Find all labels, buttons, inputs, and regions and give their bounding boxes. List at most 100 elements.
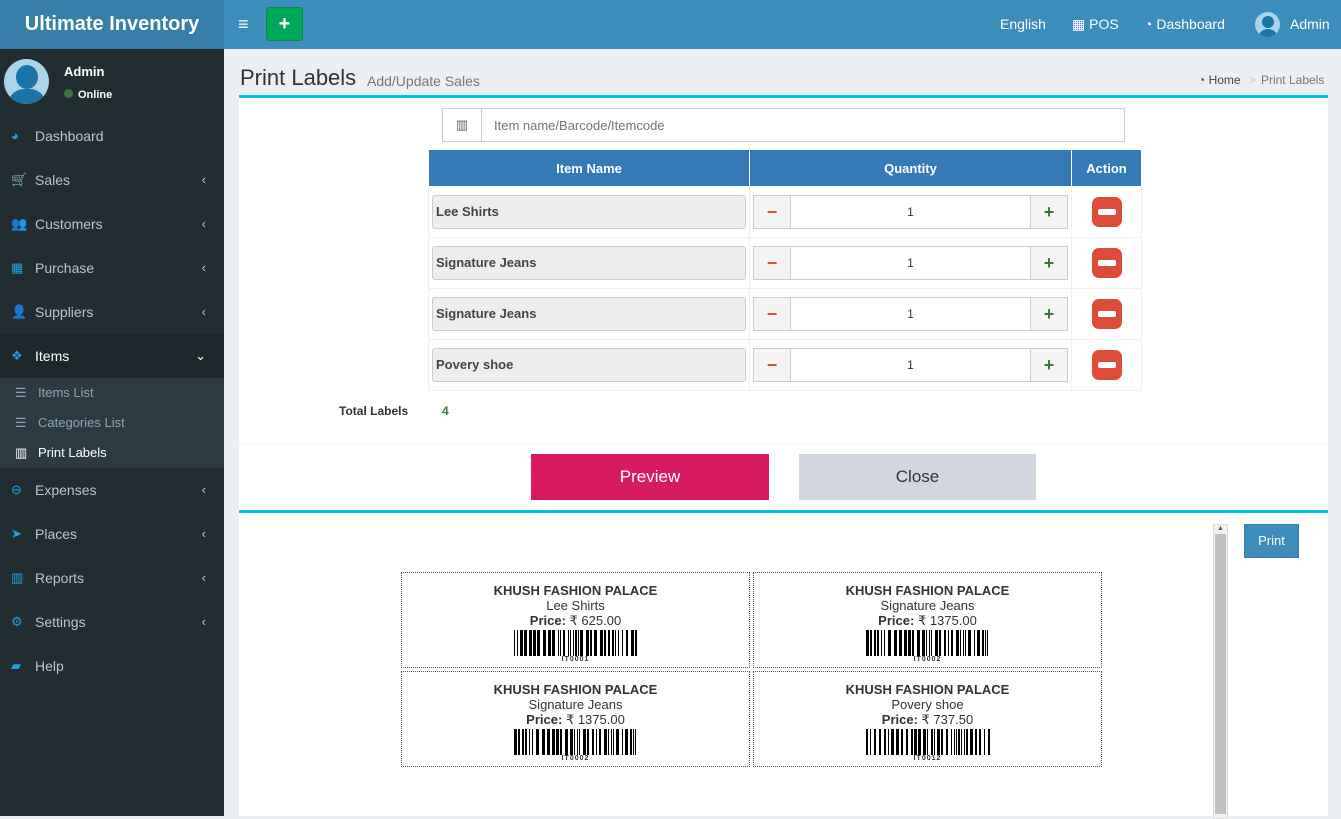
- barcode-bar: [625, 630, 628, 656]
- barcode-bar: [634, 630, 637, 656]
- remove-button[interactable]: [1091, 248, 1122, 278]
- sidebar-item-purchase[interactable]: ▦ Purchase ‹: [0, 246, 224, 290]
- col-action: Action: [1071, 149, 1142, 187]
- barcode-bar: [614, 630, 616, 656]
- barcode-bar: [574, 630, 577, 656]
- remove-button[interactable]: [1091, 350, 1122, 380]
- submenu-items-list[interactable]: ☰ Items List: [0, 378, 224, 408]
- print-button[interactable]: Print: [1244, 524, 1299, 558]
- user-menu[interactable]: Admin: [1290, 16, 1330, 32]
- barcode-bar: [921, 630, 925, 656]
- app-logo[interactable]: Ultimate Inventory: [0, 0, 224, 49]
- barcode-bar: [569, 729, 573, 755]
- barcode-bar: [981, 630, 984, 656]
- barcode-bar: [957, 729, 960, 755]
- barcode-bar: [573, 729, 575, 755]
- barcode-bar: [547, 630, 551, 656]
- quantity-input[interactable]: 1: [790, 349, 1031, 381]
- submenu-print-labels[interactable]: ▥ Print Labels: [0, 438, 224, 468]
- barcode-image: [513, 630, 637, 656]
- sidebar-item-suppliers[interactable]: 👤 Suppliers ‹: [0, 290, 224, 334]
- increase-button[interactable]: +: [1031, 298, 1067, 330]
- sidebar-item-settings[interactable]: ⚙ Settings ‹: [0, 600, 224, 644]
- menu-toggle-icon[interactable]: ≡: [238, 14, 249, 34]
- barcode-bar: [865, 729, 868, 755]
- items-table: Item Name Quantity Action Lee Shirts −1 +…: [428, 149, 1142, 391]
- table-row: Povery shoe −1 +: [428, 339, 1142, 391]
- preview-button[interactable]: Preview: [531, 454, 769, 500]
- pos-link[interactable]: ▦ POS: [1072, 16, 1119, 32]
- label-price: Price: ₹ 737.50: [881, 712, 974, 727]
- search-group: ▥: [442, 108, 1125, 142]
- decrease-button[interactable]: −: [754, 298, 790, 330]
- dashboard-icon: ◔: [1144, 16, 1157, 32]
- sidebar-item-label: Dashboard: [35, 128, 104, 144]
- barcode-bar: [930, 729, 933, 755]
- barcode-bar: [869, 630, 872, 656]
- barcode-bar: [559, 630, 561, 656]
- decrease-button[interactable]: −: [754, 196, 790, 228]
- barcode-bar: [910, 729, 913, 755]
- submenu-categories-list[interactable]: ☰ Categories List: [0, 408, 224, 438]
- barcode-bar: [615, 729, 619, 755]
- preview-box: ▲ Print KHUSH FASHION PALACE Lee Shirts …: [239, 510, 1328, 819]
- barcode-bar: [883, 630, 885, 656]
- increase-button[interactable]: +: [1031, 196, 1067, 228]
- item-name: Signature Jeans: [432, 246, 746, 280]
- page-title: Print Labels: [240, 65, 357, 90]
- barcode-code: IT0001: [561, 656, 590, 663]
- barcode-bar: [532, 630, 536, 656]
- quantity-input[interactable]: 1: [790, 196, 1031, 228]
- add-button[interactable]: +: [266, 7, 303, 41]
- label-item-name: Povery shoe: [891, 697, 964, 712]
- sidebar-item-label: Expenses: [35, 482, 97, 498]
- barcode-bar: [634, 729, 636, 755]
- decrease-button[interactable]: −: [754, 349, 790, 381]
- barcode-bar: [873, 630, 876, 656]
- sidebar-item-label: Customers: [35, 216, 103, 232]
- sidebar-item-reports[interactable]: ▥ Reports ‹: [0, 556, 224, 600]
- barcode-bar: [959, 630, 961, 656]
- barcode-bar: [528, 729, 530, 755]
- sidebar-item-items[interactable]: ❖ Items ⌄: [0, 334, 224, 378]
- user-avatar[interactable]: [1255, 12, 1280, 37]
- sidebar-item-expenses[interactable]: ⊖ Expenses ‹: [0, 468, 224, 512]
- barcode-bar: [513, 729, 517, 755]
- remove-button[interactable]: [1091, 197, 1122, 227]
- sidebar-item-label: Places: [35, 526, 78, 542]
- close-button[interactable]: Close: [799, 454, 1036, 500]
- preview-scrollbar[interactable]: ▲: [1213, 524, 1228, 819]
- sidebar-item-customers[interactable]: 👥 Customers ‹: [0, 202, 224, 246]
- barcode-bar: [617, 630, 619, 656]
- sidebar-item-dashboard[interactable]: ◕ Dashboard: [0, 114, 224, 158]
- sidebar-item-help[interactable]: ▰ Help: [0, 644, 224, 688]
- decrease-button[interactable]: −: [754, 247, 790, 279]
- barcode-bar: [903, 630, 907, 656]
- sidebar-item-sales[interactable]: 🛒 Sales ‹: [0, 158, 224, 202]
- quantity-input[interactable]: 1: [790, 247, 1031, 279]
- barcode-bar: [911, 630, 914, 656]
- quantity-input[interactable]: 1: [790, 298, 1031, 330]
- barcode-bar: [967, 630, 971, 656]
- breadcrumb-home[interactable]: ◔ Home: [1198, 73, 1241, 87]
- quantity-stepper: −1 +: [753, 195, 1068, 229]
- sidebar-item-label: Reports: [35, 570, 85, 586]
- increase-button[interactable]: +: [1031, 247, 1067, 279]
- remove-button[interactable]: [1091, 299, 1122, 329]
- chevron-left-icon: ‹: [201, 216, 206, 231]
- increase-button[interactable]: +: [1031, 349, 1067, 381]
- dashboard-link[interactable]: ◔ Dashboard: [1144, 16, 1225, 32]
- barcode-bar: [589, 630, 592, 656]
- cart-icon: 🛒: [11, 172, 28, 187]
- sidebar-item-places[interactable]: ➤ Places ‹: [0, 512, 224, 556]
- language-selector[interactable]: English: [1000, 16, 1046, 32]
- barcode-bar: [865, 630, 869, 656]
- chevron-left-icon: ‹: [201, 570, 206, 585]
- item-search-input[interactable]: [482, 109, 1124, 141]
- barcode-bar: [983, 729, 985, 755]
- grid-icon: ▦: [11, 260, 24, 275]
- chevron-left-icon: ‹: [201, 614, 206, 629]
- user-name: Admin: [64, 64, 105, 79]
- quantity-stepper: −1 +: [753, 246, 1068, 280]
- chevron-left-icon: ‹: [201, 482, 206, 497]
